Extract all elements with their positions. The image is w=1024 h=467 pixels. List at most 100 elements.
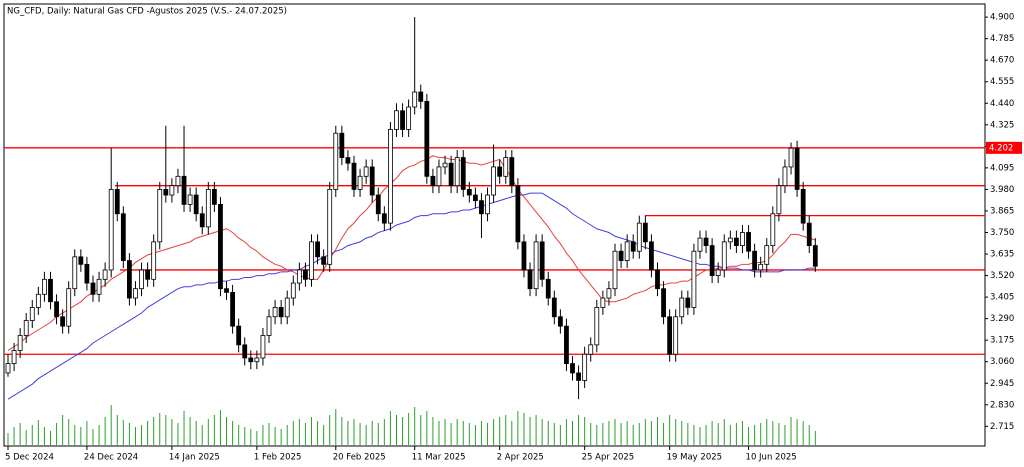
x-tick-label: 5 Dec 2024 xyxy=(5,453,54,463)
candle-body xyxy=(576,372,581,381)
candle-body xyxy=(145,269,151,280)
candle-body xyxy=(758,263,764,271)
x-tick-label: 2 Apr 2025 xyxy=(497,453,544,463)
plot-frame xyxy=(3,3,986,447)
candle-body xyxy=(127,260,132,299)
candle-body xyxy=(169,185,175,196)
moving-average xyxy=(7,155,816,351)
candle-body xyxy=(734,237,739,247)
candle-body xyxy=(157,189,163,243)
candle-body xyxy=(84,263,90,284)
candle-body xyxy=(5,363,11,374)
y-tick-label: 4.900 xyxy=(990,13,1014,23)
candle-body xyxy=(812,245,818,267)
candle-body xyxy=(594,307,600,346)
candle-body xyxy=(794,147,800,190)
y-tick-label: 4.325 xyxy=(990,120,1014,130)
level-label: 4.202 xyxy=(989,143,1013,153)
y-tick-label: 3.980 xyxy=(990,185,1014,195)
candle-body xyxy=(345,157,351,164)
candle-body xyxy=(315,241,320,258)
candle-body xyxy=(72,256,78,290)
candle-body xyxy=(394,110,399,130)
candle-body xyxy=(570,363,575,374)
candle-body xyxy=(521,241,527,271)
candle-body xyxy=(509,157,515,187)
candle-body xyxy=(479,200,484,215)
candle-body xyxy=(600,297,606,308)
candle-body xyxy=(236,325,242,346)
candle-body xyxy=(187,194,193,205)
candle-body xyxy=(545,278,551,299)
candle-body xyxy=(618,250,624,261)
candle-body xyxy=(430,175,436,187)
candle-body xyxy=(363,166,369,177)
candle-body xyxy=(776,185,782,215)
candle-body xyxy=(715,269,721,276)
candle-body xyxy=(369,166,375,196)
candle-body xyxy=(23,320,29,336)
candle-body xyxy=(740,232,745,247)
candle-body xyxy=(673,316,679,355)
x-tick-label: 25 Apr 2025 xyxy=(582,453,635,463)
candle-body xyxy=(400,110,405,130)
candle-body xyxy=(436,166,442,187)
candle-body xyxy=(606,288,612,299)
candle-body xyxy=(29,307,35,321)
candle-body xyxy=(133,288,138,299)
candle-body xyxy=(11,350,17,364)
candle-body xyxy=(266,316,272,336)
candle-body xyxy=(339,132,345,158)
candle-body xyxy=(685,297,691,308)
x-tick-label: 20 Feb 2025 xyxy=(333,453,386,463)
candle-body xyxy=(309,241,314,280)
candle-body xyxy=(42,278,47,295)
candle-body xyxy=(679,297,685,318)
candle-body xyxy=(800,189,806,224)
candle-body xyxy=(199,213,205,228)
candle-body xyxy=(497,166,503,177)
candle-body xyxy=(224,288,229,293)
candle-body xyxy=(752,250,758,271)
x-tick-label: 14 Jan 2025 xyxy=(169,453,220,463)
candle-body xyxy=(442,162,448,168)
candle-body xyxy=(527,269,533,290)
candle-body xyxy=(375,194,381,215)
candle-body xyxy=(491,166,497,196)
candle-body xyxy=(612,250,618,290)
candle-body xyxy=(60,316,66,327)
candle-body xyxy=(709,245,715,276)
candle-body xyxy=(90,282,96,295)
candle-body xyxy=(564,325,569,364)
candle-body xyxy=(460,157,466,190)
candle-body xyxy=(642,222,648,243)
y-tick-label: 3.290 xyxy=(990,314,1014,324)
y-tick-label: 4.555 xyxy=(990,77,1014,87)
candle-body xyxy=(539,241,545,280)
y-tick-label: 4.440 xyxy=(990,99,1014,109)
candle-body xyxy=(582,353,588,381)
candle-body xyxy=(78,256,84,265)
candle-body xyxy=(120,213,126,261)
candle-body xyxy=(211,189,217,205)
candle-body xyxy=(551,297,557,318)
candle-body xyxy=(727,237,733,243)
candle-body xyxy=(649,241,654,271)
candle-body xyxy=(388,129,393,224)
y-tick-label: 3.520 xyxy=(990,271,1014,281)
candle-body xyxy=(770,213,776,247)
x-tick-label: 19 May 2025 xyxy=(667,453,722,463)
candle-body xyxy=(108,189,114,271)
y-tick-label: 3.060 xyxy=(990,357,1014,367)
candle-body xyxy=(588,344,594,355)
candle-body xyxy=(230,292,235,327)
y-tick-label: 4.670 xyxy=(990,56,1014,66)
candle-body xyxy=(503,157,509,177)
candle-body xyxy=(624,241,630,261)
x-tick-label: 1 Feb 2025 xyxy=(254,453,302,463)
y-tick-label: 3.635 xyxy=(990,250,1014,260)
candle-body xyxy=(114,189,120,215)
candle-body xyxy=(721,241,727,271)
x-tick-label: 10 Jun 2025 xyxy=(746,453,797,463)
candle-body xyxy=(406,106,412,130)
